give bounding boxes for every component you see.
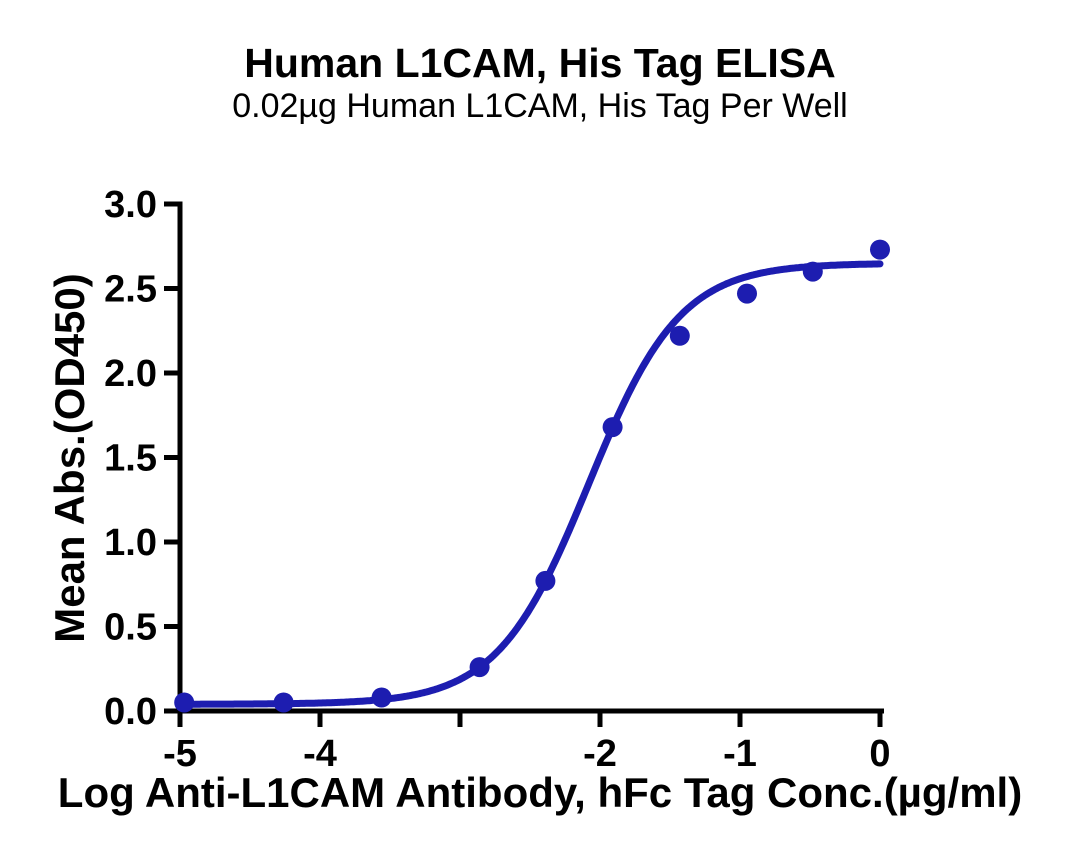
y-tick-label: 2.0 — [104, 353, 157, 395]
y-tick-label: 0.5 — [104, 607, 157, 649]
x-tick-label: -2 — [583, 733, 617, 775]
y-tick-label: 2.5 — [104, 269, 157, 311]
y-tick-label: 1.5 — [104, 438, 157, 480]
x-tick-label: -5 — [163, 733, 197, 775]
data-point — [273, 692, 294, 713]
data-point — [669, 325, 690, 346]
y-tick-label: 0.0 — [104, 691, 157, 733]
fit-curve — [176, 260, 884, 708]
chart-subtitle: 0.02µg Human L1CAM, His Tag Per Well — [232, 87, 848, 125]
x-axis-title: Log Anti-L1CAM Antibody, hFc Tag Conc.(µ… — [57, 769, 1023, 816]
chart-title: Human L1CAM, His Tag ELISA — [244, 40, 836, 86]
data-point — [174, 692, 195, 713]
data-point — [469, 657, 490, 678]
data-point — [602, 417, 623, 438]
data-point — [802, 261, 823, 282]
data-point — [535, 570, 556, 591]
y-tick-label: 1.0 — [104, 522, 157, 564]
y-tick-label: 3.0 — [104, 184, 157, 226]
x-tick-label: 0 — [869, 733, 890, 775]
data-point — [737, 283, 757, 304]
data-point — [870, 239, 890, 260]
x-tick-label: -1 — [723, 733, 757, 775]
x-tick-label: -4 — [303, 733, 337, 775]
data-point — [371, 687, 392, 708]
